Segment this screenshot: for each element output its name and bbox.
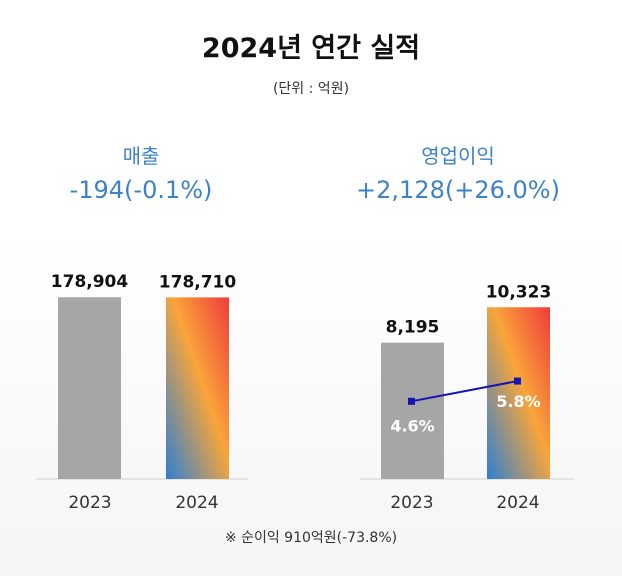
- operating-profit-category-label-2023: 2023: [390, 493, 433, 513]
- revenue-change: -194(-0.1%): [69, 176, 213, 204]
- revenue-bar-2023: [58, 297, 121, 479]
- revenue-label: 매출: [122, 144, 160, 168]
- operating-profit-margin-label-2023: 4.6%: [390, 416, 434, 435]
- operating-profit-bar-2023: [381, 342, 444, 479]
- operating-profit-margin-point-2024: [514, 377, 521, 385]
- operating-profit-margin-point-2023: [408, 397, 415, 405]
- revenue-bar-2024: [166, 297, 229, 479]
- operating-profit-category-label-2024: 2024: [496, 493, 539, 513]
- operating-profit-value-label-2024: 10,323: [486, 282, 552, 302]
- revenue-category-label-2024: 2024: [175, 493, 218, 513]
- operating-profit-chart: 8,195 2023 10,323 2024 4.6% 5.8%: [360, 282, 574, 513]
- unit-label: (단위 : 억원): [272, 81, 350, 97]
- operating-profit-value-label-2023: 8,195: [386, 318, 440, 338]
- revenue-chart: 178,904 2023 178,710 2024: [36, 272, 248, 513]
- operating-profit-margin-line: [411, 380, 518, 403]
- page-title: 2024년 연간 실적: [201, 33, 421, 64]
- revenue-category-label-2023: 2023: [68, 493, 111, 513]
- revenue-value-label-2023: 178,904: [51, 272, 129, 292]
- operating-profit-margin-label-2024: 5.8%: [496, 392, 540, 411]
- operating-profit-bar-2024: [487, 307, 550, 479]
- revenue-value-label-2024: 178,710: [159, 272, 237, 292]
- operating-profit-label: 영업이익: [421, 144, 495, 168]
- footnote: ※ 순이익 910억원(-73.8%): [224, 530, 398, 546]
- operating-profit-change: +2,128(+26.0%): [356, 176, 560, 204]
